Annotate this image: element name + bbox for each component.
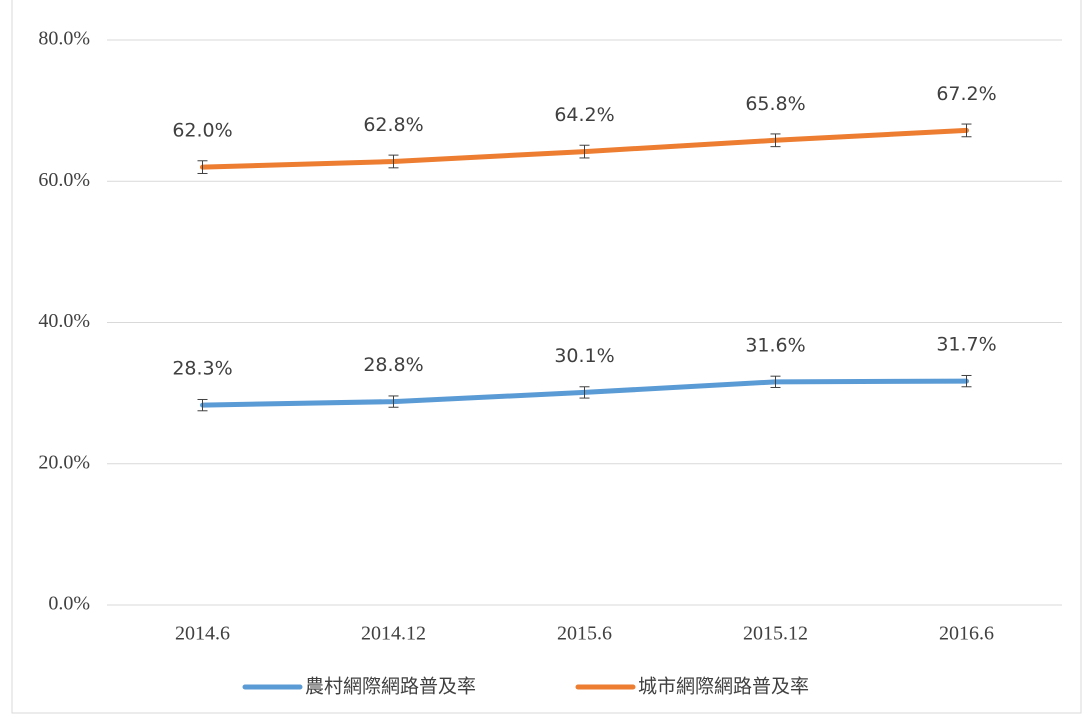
data-label: 64.2% — [554, 104, 614, 126]
data-label: 31.7% — [936, 334, 996, 356]
y-tick-label: 20.0% — [38, 451, 90, 473]
y-tick-label: 80.0% — [38, 28, 90, 50]
data-label: 31.6% — [745, 334, 805, 356]
data-label: 67.2% — [936, 83, 996, 105]
y-tick-label: 0.0% — [48, 593, 90, 615]
x-tick-label: 2014.12 — [361, 623, 426, 645]
x-tick-label: 2015.6 — [557, 623, 612, 645]
data-label: 28.8% — [363, 354, 423, 376]
y-tick-label: 60.0% — [38, 169, 90, 191]
data-label: 65.8% — [745, 93, 805, 115]
legend-label: 城市網際網路普及率 — [638, 676, 809, 698]
y-tick-label: 40.0% — [38, 310, 90, 332]
data-label: 30.1% — [554, 345, 614, 367]
chart-frame — [11, 0, 1082, 714]
data-label: 28.3% — [172, 358, 232, 380]
legend-label: 農村網際網路普及率 — [305, 676, 476, 698]
data-label: 62.0% — [172, 120, 232, 142]
x-tick-label: 2016.6 — [939, 623, 994, 645]
x-tick-label: 2014.6 — [175, 623, 230, 645]
data-label: 62.8% — [363, 114, 423, 136]
x-tick-label: 2015.12 — [743, 623, 808, 645]
